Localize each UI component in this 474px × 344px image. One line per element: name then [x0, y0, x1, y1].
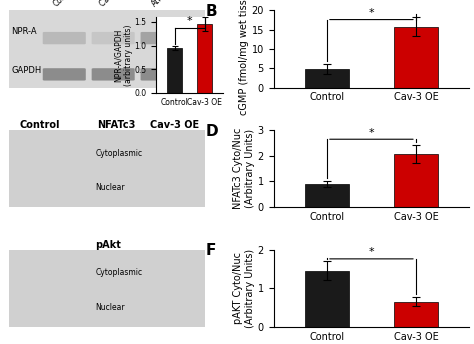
Y-axis label: NPR-A/GAPDH
(arbitrary units): NPR-A/GAPDH (arbitrary units) — [114, 24, 133, 86]
Text: Control: Control — [51, 0, 77, 9]
Text: B: B — [205, 4, 217, 19]
Text: Nuclear: Nuclear — [96, 303, 125, 312]
Text: Cytoplasmic: Cytoplasmic — [96, 268, 143, 277]
FancyBboxPatch shape — [43, 32, 86, 44]
Text: NFATc3: NFATc3 — [98, 120, 136, 130]
Text: Cav-3 OE: Cav-3 OE — [150, 120, 200, 130]
FancyBboxPatch shape — [141, 32, 183, 44]
Bar — [305, 69, 349, 87]
Text: Control: Control — [19, 120, 60, 130]
Text: GAPDH: GAPDH — [11, 66, 42, 75]
FancyBboxPatch shape — [91, 68, 135, 80]
Text: F: F — [205, 244, 216, 258]
Text: Nuclear: Nuclear — [96, 183, 125, 192]
Text: D: D — [205, 124, 218, 139]
FancyBboxPatch shape — [141, 68, 183, 80]
Text: *: * — [369, 128, 374, 138]
Text: *: * — [369, 8, 374, 18]
FancyBboxPatch shape — [91, 32, 135, 44]
Bar — [167, 48, 182, 93]
Bar — [305, 184, 349, 207]
Text: pAkt: pAkt — [96, 240, 121, 250]
Bar — [394, 302, 438, 327]
Y-axis label: cGMP (fmol/mg wet tissue): cGMP (fmol/mg wet tissue) — [239, 0, 249, 115]
Bar — [394, 26, 438, 87]
Text: Cytoplasmic: Cytoplasmic — [96, 149, 143, 158]
Y-axis label: pAKT Cyto/Nuc
(Arbitrary Units): pAKT Cyto/Nuc (Arbitrary Units) — [233, 249, 255, 328]
Text: Atrium: Atrium — [150, 0, 174, 9]
Text: *: * — [187, 16, 192, 26]
Bar — [394, 154, 438, 207]
Text: Cav-3 OE: Cav-3 OE — [98, 0, 128, 9]
Y-axis label: NFATc3 Cyto/Nuc
(Arbitrary Units): NFATc3 Cyto/Nuc (Arbitrary Units) — [233, 128, 255, 209]
Bar — [197, 24, 212, 93]
Text: NPR-A: NPR-A — [11, 28, 37, 36]
Text: *: * — [369, 247, 374, 257]
FancyBboxPatch shape — [43, 68, 86, 80]
Bar — [305, 271, 349, 327]
